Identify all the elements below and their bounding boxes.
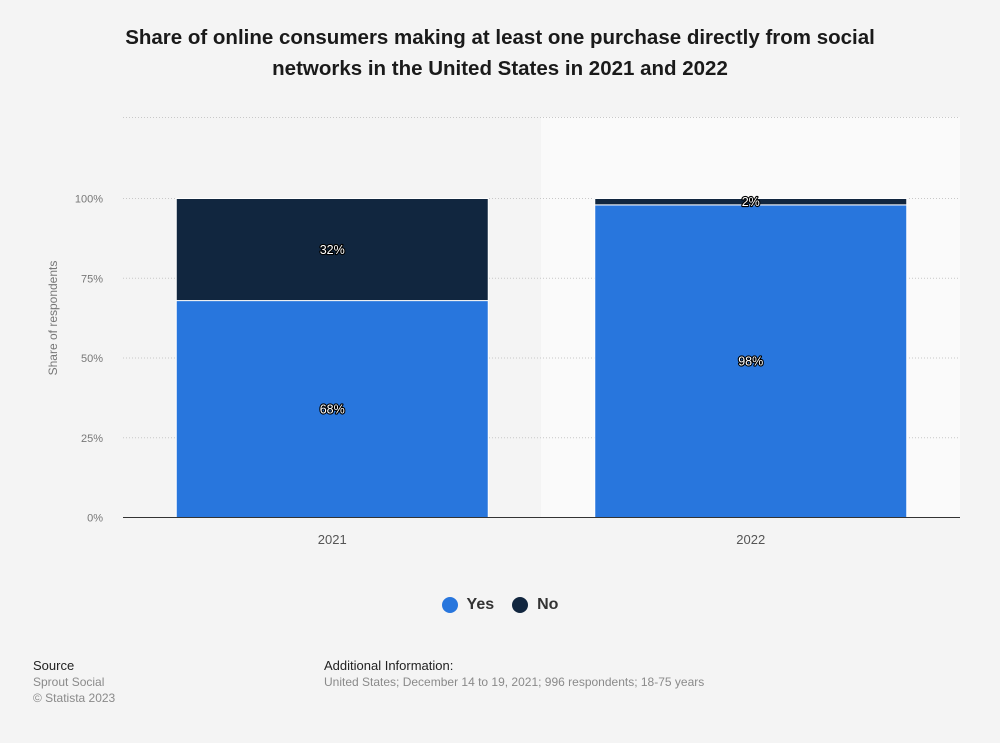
legend: Yes No <box>0 596 1000 614</box>
legend-label-no: No <box>537 596 559 613</box>
source-heading: Source <box>33 658 75 673</box>
y-tick-label: 25% <box>81 433 103 445</box>
y-tick-label: 50% <box>81 353 103 365</box>
bar-no-2022[interactable] <box>594 198 908 206</box>
chart-title-line-2: networks in the United States in 2021 an… <box>272 57 728 80</box>
x-tick-label: 2021 <box>318 532 347 547</box>
bar-yes-2022[interactable] <box>594 204 908 518</box>
y-tick-label: 0% <box>87 513 103 525</box>
y-tick-label: 100% <box>75 194 103 206</box>
y-axis-ticks: 0% 25% 50% 75% 100% <box>75 194 103 525</box>
bar-yes-2021[interactable] <box>175 300 489 518</box>
source-block: Source Sprout Social © Statista 2023 <box>33 658 115 706</box>
bar-no-2021[interactable] <box>175 198 489 302</box>
additional-info-block: Additional Information: United States; D… <box>324 658 704 690</box>
copyright[interactable]: © Statista 2023 <box>33 691 116 705</box>
legend-swatch-yes <box>441 597 458 613</box>
data-label-no-2022: 2% <box>742 195 760 209</box>
data-label-yes-2022: 98% <box>738 355 763 369</box>
additional-info-text: United States; December 14 to 19, 2021; … <box>324 675 705 689</box>
legend-item-no[interactable]: No <box>512 596 558 614</box>
y-axis-label: Share of respondents <box>46 261 60 376</box>
bars: 68% 32% 98% 2% <box>175 194 908 518</box>
source-name[interactable]: Sprout Social <box>33 675 105 689</box>
data-label-no-2021: 32% <box>320 243 345 257</box>
additional-info-heading: Additional Information: <box>324 658 454 673</box>
chart-title-line-1: Share of online consumers making at leas… <box>125 26 875 49</box>
legend-item-yes[interactable]: Yes <box>441 596 495 614</box>
x-axis-ticks: 2021 2022 <box>318 532 765 547</box>
chart-title: Share of online consumers making at leas… <box>90 22 910 84</box>
x-tick-label: 2022 <box>736 532 765 547</box>
y-tick-label: 75% <box>81 273 103 285</box>
data-label-yes-2021: 68% <box>320 403 345 417</box>
legend-label-yes: Yes <box>466 596 495 613</box>
legend-swatch-no <box>512 597 529 613</box>
